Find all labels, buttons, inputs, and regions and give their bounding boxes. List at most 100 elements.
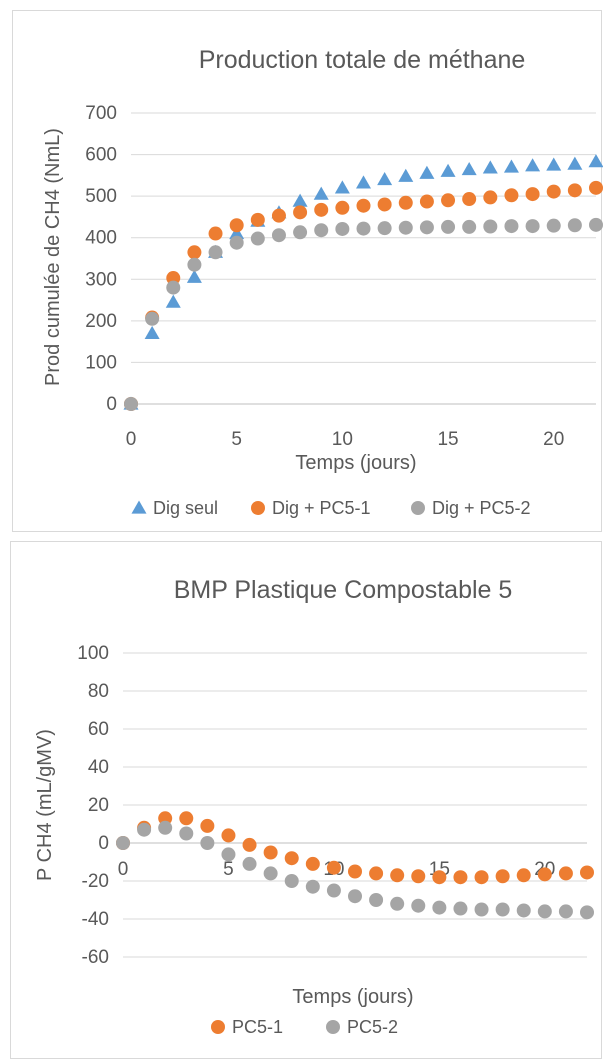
data-point-dig-seul: [419, 165, 435, 179]
x-axis-title: Temps (jours): [292, 986, 413, 1008]
data-point-dig-pc5-2: [356, 221, 371, 236]
data-point-pc5-2: [495, 902, 510, 917]
x-tick-label: 20: [543, 429, 564, 450]
data-point-pc5-2: [179, 826, 194, 841]
data-point-dig-seul: [144, 325, 160, 339]
data-point-dig-pc5-1: [525, 187, 540, 202]
y-tick-label: 80: [88, 681, 109, 702]
data-point-pc5-1: [305, 856, 320, 871]
y-tick-label: 700: [85, 103, 117, 124]
data-point-dig-pc5-2: [250, 231, 265, 246]
data-point-pc5-1: [369, 866, 384, 881]
y-tick-label: -20: [82, 871, 109, 892]
data-point-dig-seul: [377, 172, 393, 186]
data-point-pc5-2: [284, 874, 299, 888]
chart-methane-production: Production totale de méthane010020030040…: [42, 46, 603, 518]
data-point-pc5-1: [495, 869, 510, 884]
x-tick-label: 10: [332, 429, 353, 450]
data-point-pc5-1: [432, 870, 447, 885]
data-point-dig-seul: [292, 193, 308, 207]
data-point-pc5-2: [326, 883, 341, 898]
y-tick-label: 100: [85, 352, 117, 373]
data-point-pc5-2: [453, 901, 468, 916]
legend-marker: [411, 501, 425, 515]
data-point-dig-pc5-2: [229, 235, 244, 250]
data-point-dig-pc5-1: [377, 197, 392, 212]
legend-label: Dig + PC5-1: [272, 498, 371, 518]
data-point-dig-seul: [482, 160, 498, 174]
data-point-dig-pc5-1: [271, 208, 286, 223]
x-tick-label: 5: [223, 859, 234, 880]
data-point-dig-seul: [525, 158, 541, 172]
data-point-dig-pc5-1: [504, 188, 519, 203]
data-point-dig-seul: [356, 175, 371, 189]
data-point-pc5-2: [242, 856, 257, 871]
data-point-dig-pc5-1: [419, 194, 434, 209]
data-point-dig-pc5-1: [398, 195, 413, 210]
data-point-dig-seul: [567, 156, 583, 170]
data-point-dig-pc5-2: [377, 221, 392, 236]
y-tick-label: 200: [85, 311, 117, 332]
data-point-dig-seul: [588, 154, 603, 168]
data-point-dig-pc5-2: [187, 257, 202, 272]
y-tick-label: -40: [82, 909, 109, 930]
data-point-dig-seul: [503, 159, 519, 173]
data-point-pc5-2: [200, 836, 215, 850]
y-tick-label: 40: [88, 757, 109, 778]
data-point-dig-pc5-2: [504, 219, 519, 234]
data-point-dig-pc5-1: [356, 198, 371, 213]
data-point-dig-pc5-1: [229, 218, 244, 233]
y-tick-label: 0: [98, 833, 109, 854]
data-point-dig-pc5-1: [441, 193, 456, 208]
data-point-dig-pc5-2: [293, 225, 308, 240]
legend-marker: [251, 501, 265, 515]
data-point-pc5-1: [390, 868, 405, 883]
data-point-dig-pc5-2: [441, 219, 456, 234]
data-point-dig-pc5-1: [462, 192, 477, 207]
data-point-pc5-1: [200, 818, 215, 833]
y-tick-label: 0: [106, 394, 117, 415]
data-point-pc5-1: [326, 860, 341, 875]
data-point-dig-pc5-2: [335, 221, 350, 236]
data-point-pc5-2: [369, 893, 384, 907]
chart-panel-bmp: BMP Plastique Compostable 5 100 80 60 40 20 0-…: [10, 541, 602, 1059]
data-point-pc5-2: [305, 879, 320, 894]
data-point-dig-pc5-1: [208, 226, 223, 241]
data-point-dig-pc5-1: [187, 245, 202, 260]
data-point-dig-pc5-1: [546, 184, 561, 199]
y-tick-label: 500: [85, 186, 117, 207]
data-point-pc5-1: [348, 864, 362, 879]
data-point-dig-pc5-1: [293, 205, 308, 220]
data-point-dig-pc5-2: [314, 223, 329, 238]
y-tick-label: -60: [82, 947, 109, 968]
data-point-pc5-2: [348, 889, 362, 904]
y-tick-label: 100: [77, 643, 109, 664]
y-tick-label: 60: [88, 719, 109, 740]
data-point-dig-pc5-2: [124, 397, 138, 411]
data-point-pc5-2: [580, 905, 594, 920]
data-point-dig-seul: [440, 163, 456, 177]
data-point-pc5-2: [474, 902, 489, 917]
legend-label: PC5-1: [232, 1017, 283, 1037]
data-point-pc5-2: [221, 847, 236, 862]
data-point-dig-seul: [546, 157, 562, 171]
data-point-pc5-1: [474, 870, 489, 885]
data-point-pc5-1: [537, 867, 552, 882]
data-point-dig-pc5-2: [145, 311, 160, 326]
legend-label: PC5-2: [347, 1017, 398, 1037]
y-tick-label: 400: [85, 228, 117, 249]
data-point-dig-pc5-1: [483, 190, 498, 205]
data-point-pc5-2: [137, 822, 152, 837]
data-point-pc5-2: [158, 820, 173, 835]
chart-title: Production totale de méthane: [199, 46, 526, 74]
data-point-dig-pc5-2: [525, 219, 540, 234]
y-axis-title: P CH4 (mL/gMV): [34, 729, 56, 881]
data-point-pc5-2: [516, 903, 531, 918]
data-point-pc5-2: [263, 866, 278, 881]
chart-title: BMP Plastique Compostable 5: [174, 576, 513, 604]
data-point-pc5-1: [558, 866, 573, 881]
x-tick-label: 5: [231, 429, 242, 450]
y-tick-label: 600: [85, 145, 117, 166]
legend-label: Dig + PC5-2: [432, 498, 531, 518]
data-point-dig-seul: [165, 294, 181, 308]
